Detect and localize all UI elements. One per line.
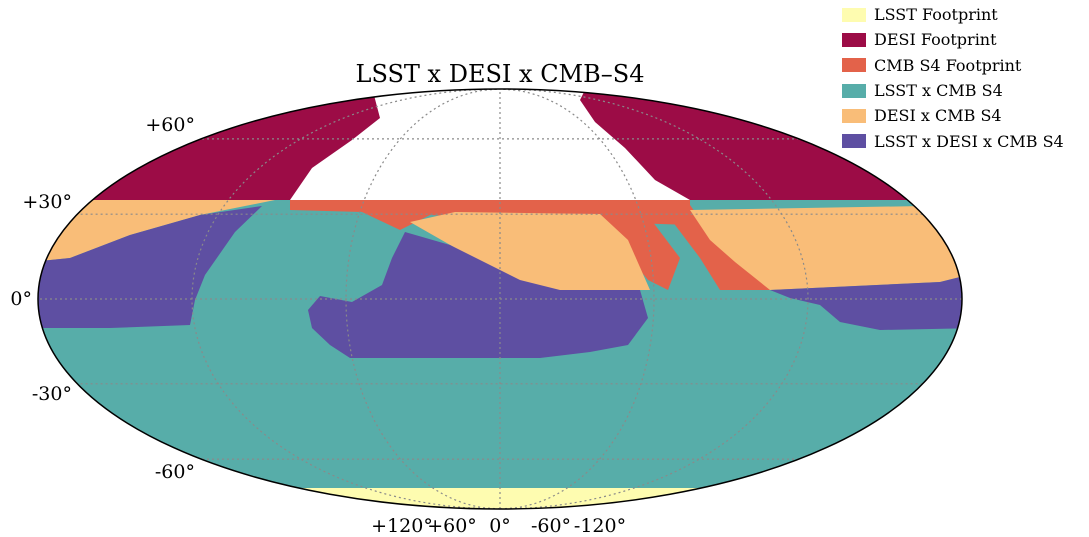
chart-title: LSST x DESI x CMB–S4 (356, 60, 645, 88)
legend-item-lsst: LSST Footprint (842, 2, 1064, 27)
legend-label: LSST Footprint (874, 5, 998, 25)
legend-label: DESI x CMB S4 (874, 106, 1002, 126)
legend-label: DESI Footprint (874, 30, 997, 50)
grid-line (345, 89, 501, 509)
region-cmb-s4-diag-strip (595, 205, 680, 290)
region-lsst-x-desi-x-cmb-s4-center (308, 232, 648, 358)
legend-item-desi-cmb: DESI x CMB S4 (842, 103, 1064, 128)
lat-tick-label: -60° (155, 461, 195, 483)
map-regions (38, 89, 962, 509)
lon-tick-label: -60° (531, 515, 571, 537)
legend-label: LSST x CMB S4 (874, 81, 1003, 101)
region-lsst-x-desi-x-cmb-s4-left (38, 206, 262, 328)
legend-item-all3: LSST x DESI x CMB S4 (842, 128, 1064, 153)
lon-tick-label: +120° (371, 515, 433, 537)
legend-item-lsst-cmb: LSST x CMB S4 (842, 78, 1064, 103)
legend-label: CMB S4 Footprint (874, 55, 1022, 75)
legend-item-desi: DESI Footprint (842, 27, 1064, 52)
map-boundary (37, 88, 963, 510)
lat-tick-label: 0° (10, 288, 32, 310)
grid-line (499, 89, 809, 509)
legend-swatch (842, 7, 866, 22)
legend-label: LSST x DESI x CMB S4 (874, 131, 1064, 151)
legend-swatch (842, 32, 866, 47)
lon-tick-label: -120° (574, 515, 626, 537)
lat-tick-label: -30° (32, 383, 72, 405)
legend-swatch (842, 108, 866, 123)
region-desi-x-cmb-s4-right (690, 205, 962, 290)
lon-tick-label: 0° (489, 515, 511, 537)
legend-swatch (842, 58, 866, 73)
lon-tick-label: +60° (427, 515, 477, 537)
grid-line (191, 89, 501, 509)
region-lsst-x-desi-x-cmb-s4-right (770, 272, 962, 330)
region-desi-x-cmb-s4-left (38, 200, 275, 262)
region-desi-x-cmb-s4-center (410, 212, 650, 290)
grid-line (499, 89, 655, 509)
legend-swatch (842, 134, 866, 149)
lat-tick-label: +60° (145, 114, 195, 136)
legend-swatch (842, 83, 866, 98)
legend-item-cmb: CMB S4 Footprint (842, 53, 1064, 78)
graticule (38, 89, 962, 509)
region-cmb-s4-diag-strip-2 (660, 205, 770, 290)
legend: LSST Footprint DESI Footprint CMB S4 Foo… (842, 2, 1064, 154)
lat-tick-label: +30° (22, 191, 72, 213)
